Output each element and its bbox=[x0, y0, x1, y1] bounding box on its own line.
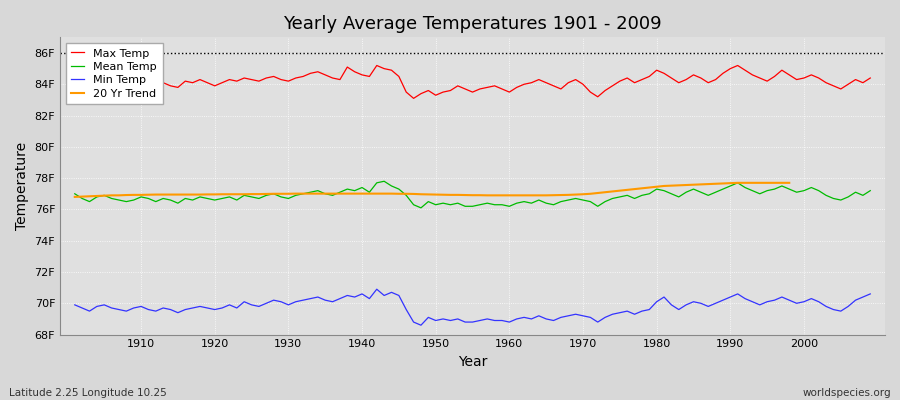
Min Temp bbox=[291, 299, 302, 304]
Max Temp bbox=[608, 84, 618, 88]
20 Yr Trend bbox=[409, 192, 419, 196]
20 Yr Trend bbox=[69, 194, 80, 199]
Max Temp bbox=[129, 80, 140, 85]
20 Yr Trend bbox=[518, 193, 529, 198]
Mean Temp bbox=[69, 191, 80, 196]
Line: Mean Temp: Mean Temp bbox=[75, 181, 870, 208]
20 Yr Trend bbox=[467, 193, 478, 198]
Min Temp bbox=[865, 292, 876, 296]
20 Yr Trend bbox=[615, 188, 626, 193]
20 Yr Trend bbox=[733, 180, 743, 185]
20 Yr Trend bbox=[784, 180, 795, 185]
20 Yr Trend bbox=[129, 192, 140, 197]
Text: Latitude 2.25 Longitude 10.25: Latitude 2.25 Longitude 10.25 bbox=[9, 388, 166, 398]
Max Temp bbox=[511, 85, 522, 90]
Min Temp bbox=[335, 296, 346, 301]
Max Temp bbox=[372, 63, 382, 68]
Mean Temp bbox=[865, 188, 876, 193]
Min Temp bbox=[518, 315, 529, 320]
Min Temp bbox=[129, 306, 140, 310]
Mean Temp bbox=[608, 196, 618, 201]
Mean Temp bbox=[335, 190, 346, 195]
Max Temp bbox=[518, 82, 529, 87]
Y-axis label: Temperature: Temperature bbox=[15, 142, 29, 230]
Mean Temp bbox=[291, 193, 302, 198]
Line: 20 Yr Trend: 20 Yr Trend bbox=[75, 183, 789, 197]
Min Temp bbox=[511, 316, 522, 321]
Max Temp bbox=[335, 77, 346, 82]
Mean Temp bbox=[518, 199, 529, 204]
Legend: Max Temp, Mean Temp, Min Temp, 20 Yr Trend: Max Temp, Mean Temp, Min Temp, 20 Yr Tre… bbox=[66, 43, 163, 104]
Mean Temp bbox=[511, 201, 522, 206]
Min Temp bbox=[69, 302, 80, 307]
Line: Max Temp: Max Temp bbox=[75, 66, 870, 98]
Title: Yearly Average Temperatures 1901 - 2009: Yearly Average Temperatures 1901 - 2009 bbox=[284, 15, 662, 33]
Max Temp bbox=[865, 76, 876, 80]
Mean Temp bbox=[129, 198, 140, 202]
Min Temp bbox=[416, 323, 427, 328]
Line: Min Temp: Min Temp bbox=[75, 289, 870, 325]
20 Yr Trend bbox=[113, 193, 124, 198]
Min Temp bbox=[372, 287, 382, 292]
Mean Temp bbox=[416, 206, 427, 210]
Mean Temp bbox=[379, 179, 390, 184]
Max Temp bbox=[69, 82, 80, 87]
Max Temp bbox=[291, 76, 302, 80]
Min Temp bbox=[608, 312, 618, 317]
Max Temp bbox=[409, 96, 419, 101]
X-axis label: Year: Year bbox=[458, 355, 487, 369]
Text: worldspecies.org: worldspecies.org bbox=[803, 388, 891, 398]
